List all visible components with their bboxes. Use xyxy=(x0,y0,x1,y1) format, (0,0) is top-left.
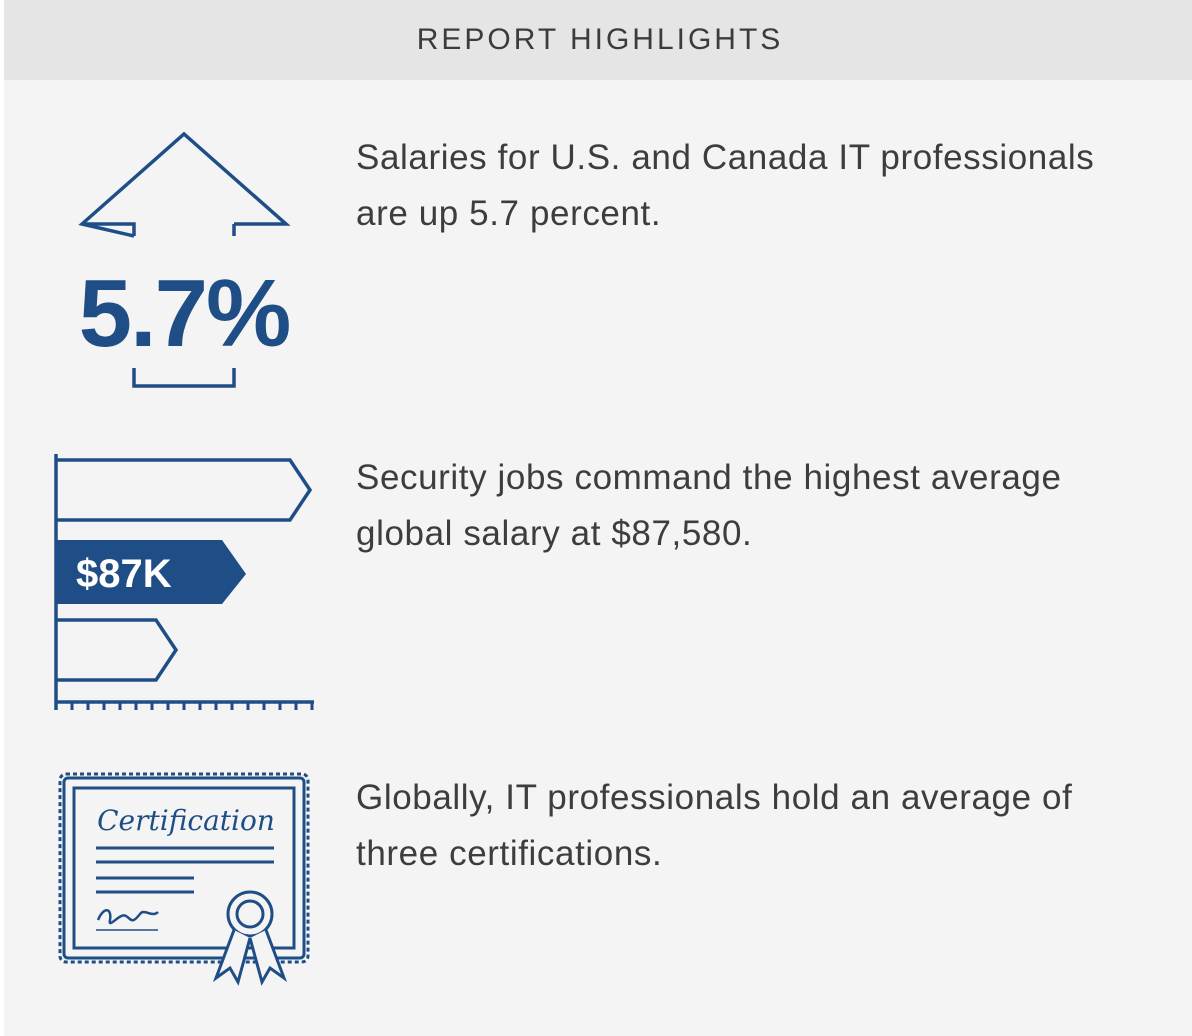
up-arrow-percent-icon: 5.7% xyxy=(78,131,291,388)
bar-chart-icon: $87K xyxy=(54,454,314,710)
header-bar: REPORT HIGHLIGHTS xyxy=(4,0,1192,80)
report-highlights-panel: REPORT HIGHLIGHTS 5.7% Salaries for U.S.… xyxy=(4,0,1192,1036)
highlight-text-salaries: Salaries for U.S. and Canada IT professi… xyxy=(356,138,1095,233)
certificate-icon: Certification xyxy=(58,772,310,986)
highlight-text-security: Security jobs command the highest averag… xyxy=(356,458,1062,553)
salary-value-label: $87K xyxy=(76,552,172,596)
highlight-text-certifications: Globally, IT professionals hold an avera… xyxy=(356,778,1073,873)
percent-value-label: 5.7% xyxy=(79,260,290,367)
header-title: REPORT HIGHLIGHTS xyxy=(416,23,784,56)
certificate-title-label: Certification xyxy=(97,804,275,837)
